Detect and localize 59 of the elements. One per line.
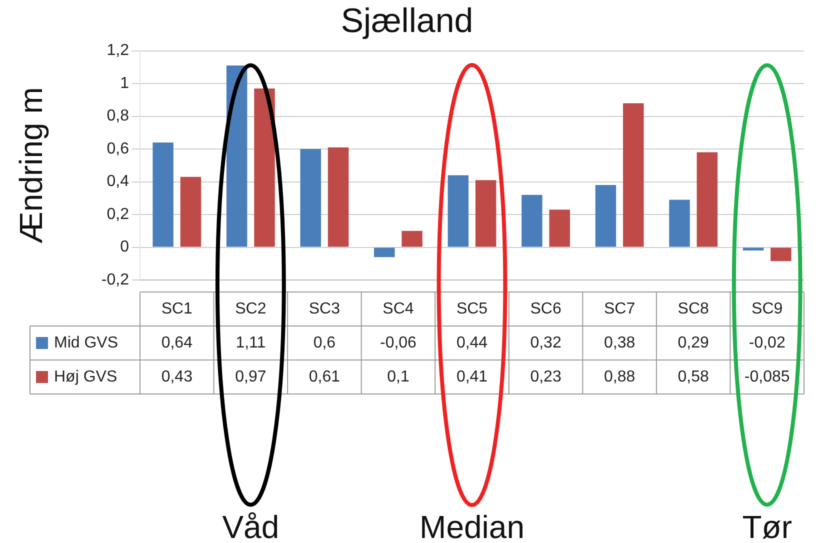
- bar: [254, 88, 275, 247]
- data-label: 0,23: [530, 368, 562, 386]
- data-label: 0,41: [456, 368, 488, 386]
- y-tick-label: 0,2: [106, 206, 130, 223]
- bar: [300, 149, 321, 247]
- x-tick-label: SC5: [456, 300, 488, 318]
- bar: [475, 180, 496, 247]
- bar: [448, 175, 469, 247]
- x-tick-label: SC3: [308, 300, 340, 318]
- y-tick-label: 0: [120, 238, 130, 256]
- y-tick-label: 0,8: [106, 108, 130, 125]
- data-label: 0,88: [604, 368, 636, 386]
- bar: [696, 152, 718, 247]
- x-tick-label: SC7: [604, 300, 636, 318]
- bar: [770, 248, 792, 262]
- bar: [623, 103, 644, 247]
- data-label: -0,06: [380, 334, 417, 352]
- data-label: 0,6: [313, 334, 336, 352]
- chart-title: Sjælland: [340, 2, 474, 40]
- data-label: 0,43: [161, 368, 193, 386]
- y-tick-label: 0,4: [106, 173, 130, 190]
- bar: [180, 176, 202, 247]
- legend-label: Mid GVS: [54, 334, 118, 352]
- text: Tør: [742, 509, 792, 543]
- bar: [226, 66, 248, 247]
- bar: [402, 230, 422, 247]
- data-label: 0,44: [456, 334, 488, 352]
- data-label: 0,29: [678, 334, 710, 352]
- data-label: 0,1: [387, 368, 410, 386]
- bar: [595, 185, 616, 247]
- bar: [152, 142, 174, 247]
- x-tick-label: SC2: [235, 300, 266, 318]
- bar: [669, 200, 690, 247]
- bar: [522, 194, 542, 247]
- data-label: 0,58: [678, 368, 710, 386]
- data-label: -0,085: [744, 368, 790, 386]
- data-label: 0,97: [235, 368, 266, 386]
- x-tick-label: SC4: [382, 300, 414, 318]
- x-tick-label: SC1: [161, 300, 193, 318]
- bar: [374, 248, 395, 258]
- text: Våd: [222, 509, 280, 543]
- y-axis-title: Ændring m: [13, 87, 50, 244]
- text: Median: [420, 509, 524, 543]
- x-tick-label: SC9: [752, 300, 783, 318]
- bar: [328, 147, 349, 247]
- x-tick-label: SC6: [530, 300, 562, 318]
- data-label: 0,38: [604, 334, 636, 352]
- data-label: 0,32: [530, 334, 562, 352]
- legend-label: Høj GVS: [54, 368, 118, 386]
- y-tick-label: 0,6: [106, 140, 130, 158]
- y-tick-label: 1,2: [106, 42, 130, 60]
- y-tick-label: 1: [120, 74, 130, 92]
- data-label: 0,64: [161, 334, 193, 352]
- data-label: 0,61: [308, 368, 340, 386]
- data-label: 1,11: [236, 334, 266, 352]
- bar: [549, 210, 570, 247]
- data-label: -0,02: [748, 334, 786, 352]
- x-tick-label: SC8: [678, 300, 709, 318]
- y-tick-label: -0,2: [101, 271, 130, 288]
